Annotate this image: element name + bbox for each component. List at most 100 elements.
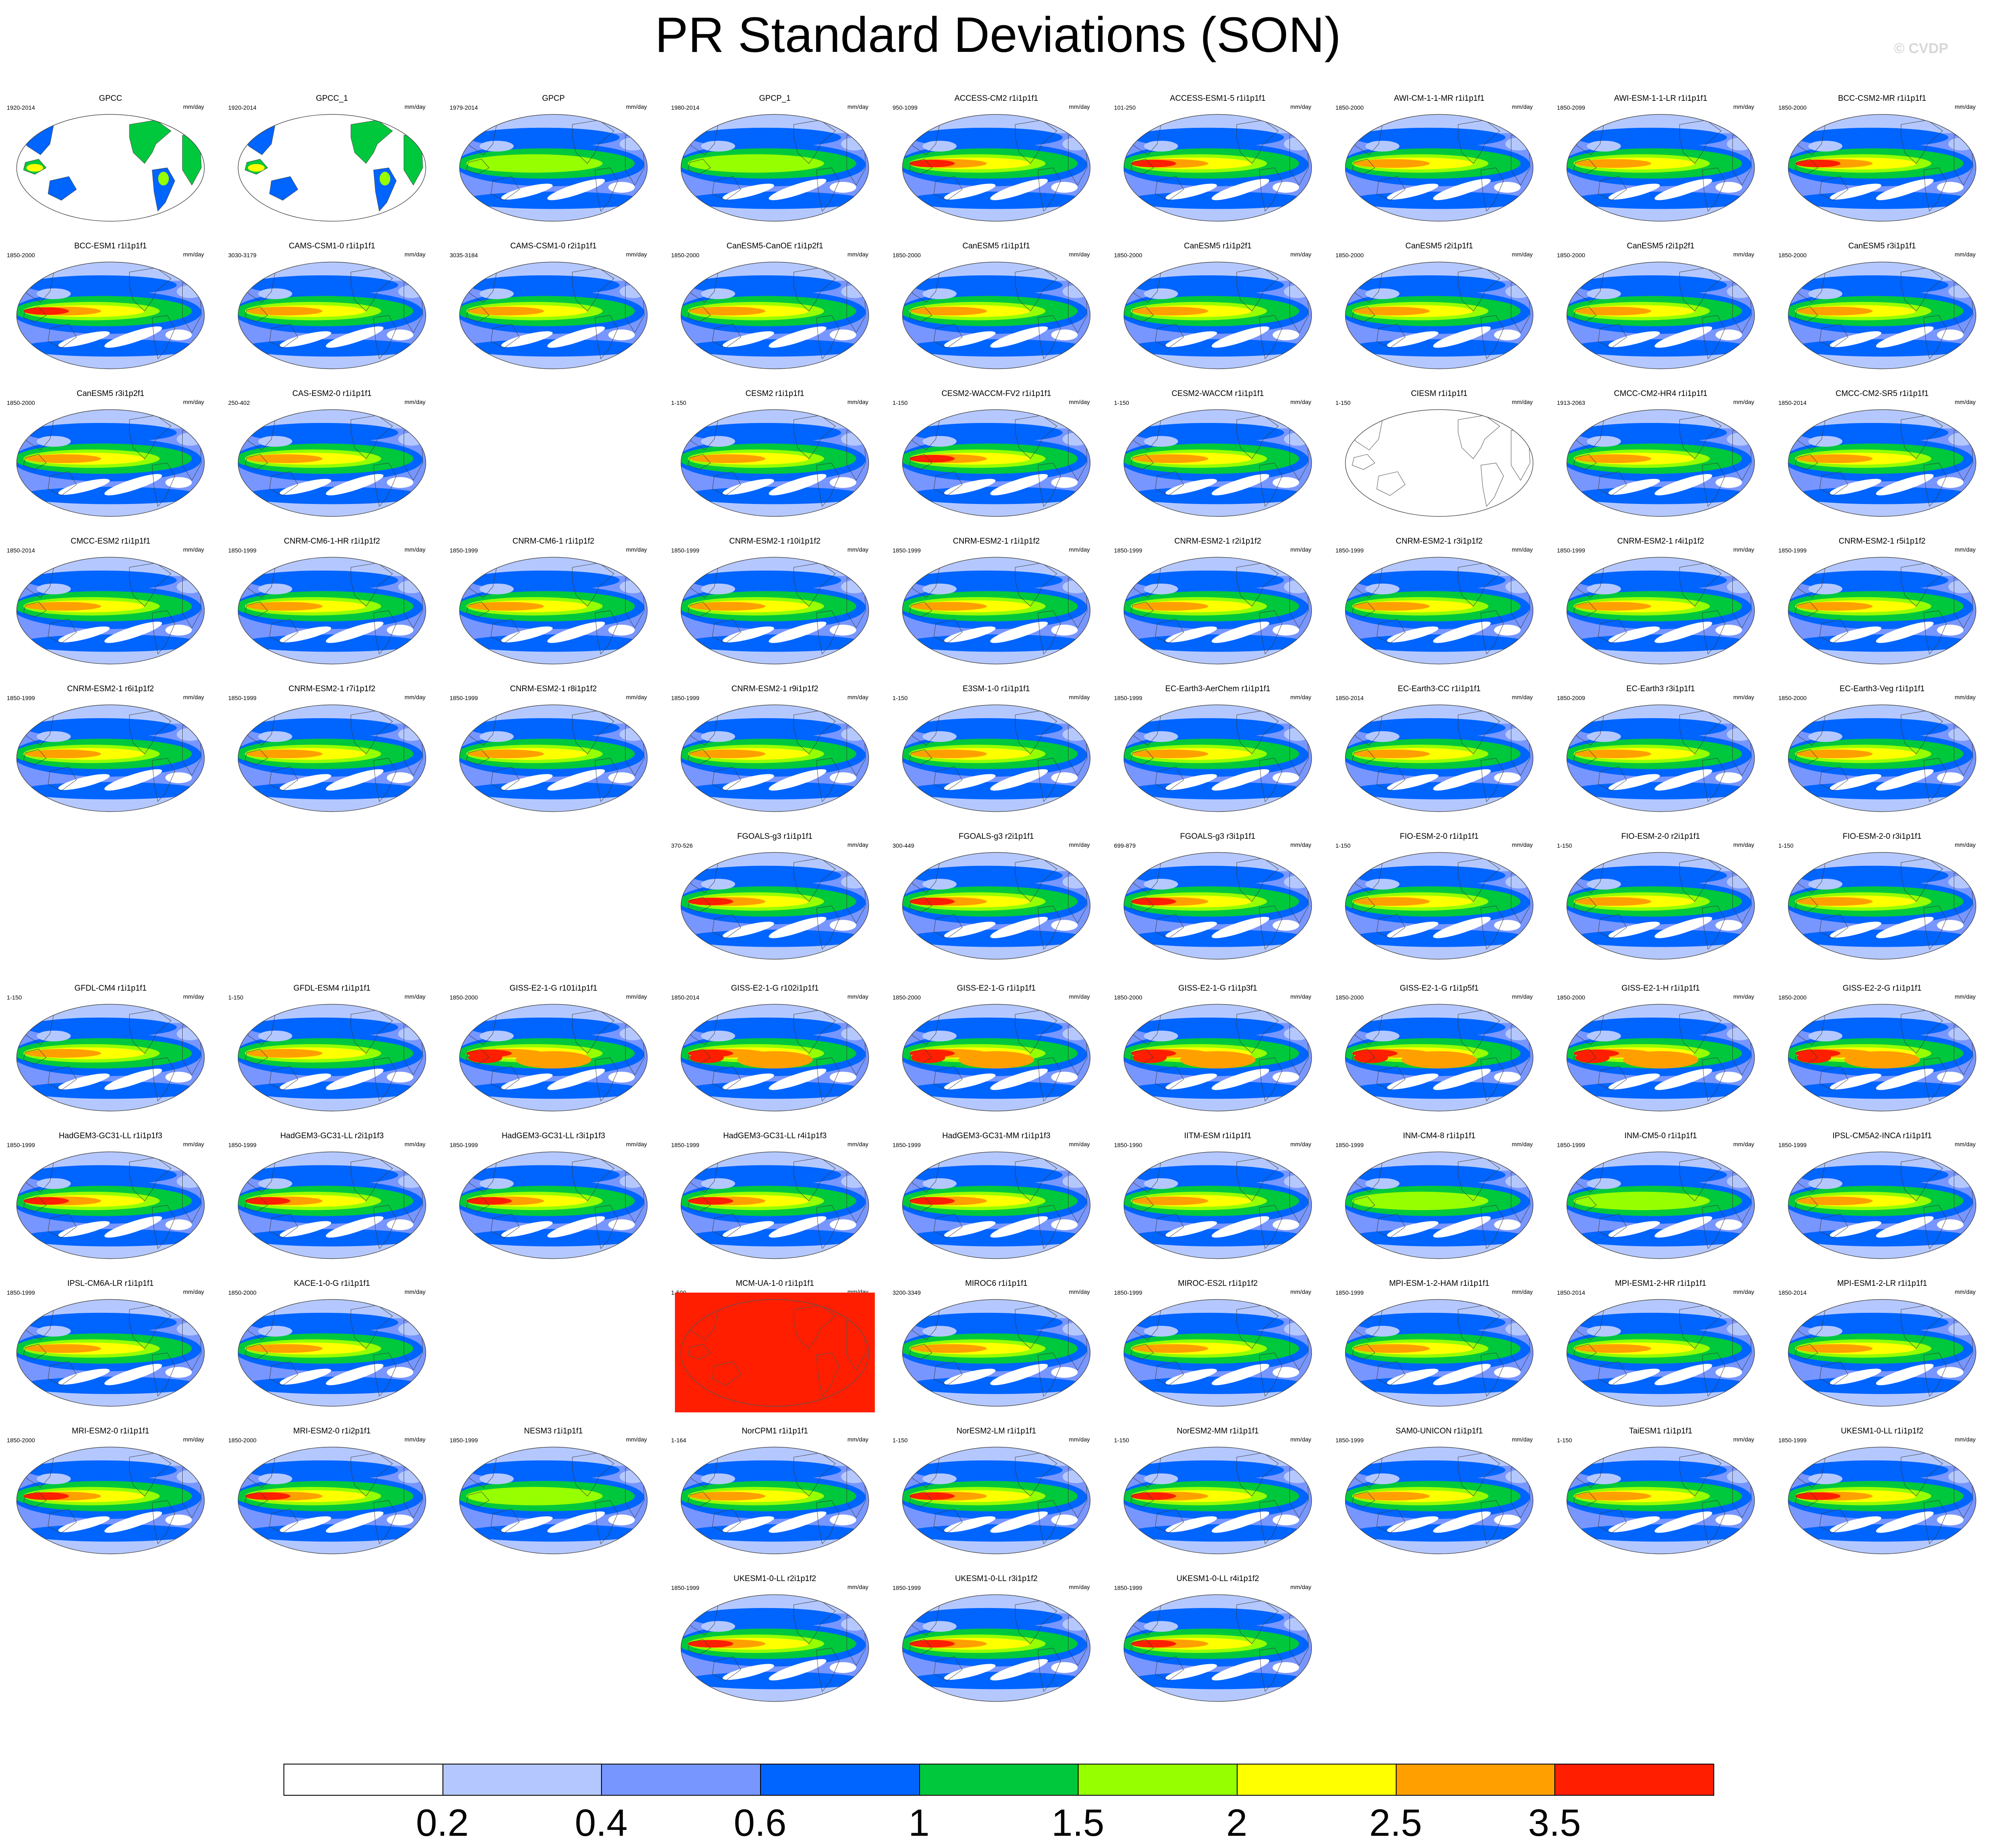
panel-units: mm/day [1955,1288,1976,1295]
map-panel: ACCESS-CM2 r1i1p1f1 950-1099 mm/day [886,91,1107,230]
world-map [237,557,426,665]
panel-years: 1850-2000 [7,399,35,406]
panel-units: mm/day [405,399,426,405]
panel-units: mm/day [1290,694,1311,700]
panel-title: NESM3 r1i1p1f1 [524,1427,583,1436]
panel-years: 1920-2014 [228,104,256,111]
panel-title: CNRM-ESM2-1 r7i1p1f2 [289,684,375,693]
panel-years: 1850-1999 [228,1142,256,1148]
world-map [16,1447,205,1554]
panel-units: mm/day [847,1436,869,1443]
colorbar-tick-label: 1 [908,1802,930,1844]
panel-years: 1850-2000 [7,1437,35,1444]
colorbar-swatch [1554,1764,1714,1796]
panel-units: mm/day [1512,694,1533,700]
world-map [1566,1299,1755,1407]
panel-units: mm/day [1955,694,1976,700]
panel-units: mm/day [1733,1436,1754,1443]
panel-title: CanESM5 r3i1p2f1 [76,389,145,398]
panel-years: 1850-1999 [1778,1142,1807,1148]
map-panel: GISS-E2-2-G r1i1p1f1 1850-2000 mm/day [1772,981,1993,1120]
panel-years: 1850-2000 [1778,695,1807,701]
panel-title: HadGEM3-GC31-LL r2i1p1f3 [280,1131,384,1140]
panel-units: mm/day [1290,993,1311,1000]
panel-title: GPCP_1 [759,94,791,103]
world-map [902,1004,1091,1112]
map-panel: CNRM-CM6-1-HR r1i1p1f2 1850-1999 mm/day [221,533,442,673]
map-panel: GISS-E2-1-G r102i1p1f1 1850-2014 mm/day [664,981,885,1120]
panel-years: 1850-1999 [228,547,256,554]
panel-title: GISS-E2-1-G r101i1p1f1 [509,984,598,993]
panel-title: CNRM-ESM2-1 r1i1p1f2 [953,537,1040,546]
map-panel: CMCC-CM2-SR5 r1i1p1f1 1850-2014 mm/day [1772,386,1993,525]
map-panel: FGOALS-g3 r1i1p1f1 370-526 mm/day [664,829,885,968]
map-panel: IPSL-CM6A-LR r1i1p1f1 1850-1999 mm/day [0,1276,221,1415]
world-map [1788,852,1977,960]
map-panel: INM-CM4-8 r1i1p1f1 1850-1999 mm/day [1329,1128,1550,1267]
world-map [1566,1151,1755,1259]
panel-units: mm/day [1955,993,1976,1000]
panel-units: mm/day [183,1288,204,1295]
panel-years: 1850-1999 [1335,1142,1364,1148]
panel-units: mm/day [183,399,204,405]
panel-years: 1850-2000 [1114,252,1142,259]
panel-years: 1850-1999 [1335,547,1364,554]
panel-title: IITM-ESM r1i1p1f1 [1184,1131,1252,1140]
world-map [459,704,648,812]
map-panel: CanESM5 r2i1p2f1 1850-2000 mm/day [1550,238,1771,377]
map-panel: CNRM-ESM2-1 r7i1p1f2 1850-1999 mm/day [221,681,442,820]
colorbar-tick-label: 2.5 [1369,1802,1422,1844]
colorbar-swatch [442,1764,602,1796]
world-map [237,261,426,369]
map-panel: UKESM1-0-LL r1i1p1f2 1850-1999 mm/day [1772,1423,1993,1562]
map-panel: CNRM-ESM2-1 r5i1p1f2 1850-1999 mm/day [1772,533,1993,673]
map-panel: KACE-1-0-G r1i1p1f1 1850-2000 mm/day [221,1276,442,1415]
panel-units: mm/day [405,1436,426,1443]
map-panel: IITM-ESM r1i1p1f1 1850-1990 mm/day [1107,1128,1328,1267]
world-map [902,1299,1091,1407]
panel-units: mm/day [1290,1288,1311,1295]
panel-title: HadGEM3-GC31-MM r1i1p1f3 [942,1131,1051,1140]
panel-years: 1-150 [893,695,908,701]
map-panel: CNRM-ESM2-1 r8i1p1f2 1850-1999 mm/day [443,681,664,820]
panel-title: FIO-ESM-2-0 r3i1p1f1 [1842,832,1922,841]
map-panel: MRI-ESM2-0 r1i2p1f1 1850-2000 mm/day [221,1423,442,1562]
panel-units: mm/day [1955,841,1976,848]
panel-years: 1-150 [1114,1437,1129,1444]
panel-units: mm/day [1733,1288,1754,1295]
panel-units: mm/day [1290,546,1311,553]
map-panel: GISS-E2-1-H r1i1p1f1 1850-2000 mm/day [1550,981,1771,1120]
map-panel: CanESM5-CanOE r1i1p2f1 1850-2000 mm/day [664,238,885,377]
panel-units: mm/day [1955,1436,1976,1443]
panel-years: 1980-2014 [671,104,699,111]
panel-title: BCC-CSM2-MR r1i1p1f1 [1838,94,1926,103]
panel-years: 1979-2014 [450,104,478,111]
world-map [237,704,426,812]
panel-units: mm/day [1512,1436,1533,1443]
panel-units: mm/day [1069,1436,1090,1443]
map-panel: FIO-ESM-2-0 r1i1p1f1 1-150 mm/day [1329,829,1550,968]
colorbar-swatch [283,1764,443,1796]
map-panel: GPCP 1979-2014 mm/day [443,91,664,230]
panel-units: mm/day [1290,1141,1311,1148]
world-map [902,261,1091,369]
world-map [1788,1004,1977,1112]
panel-years: 1850-2000 [228,1289,256,1296]
panel-units: mm/day [1290,1584,1311,1590]
world-map [680,261,869,369]
map-panel: UKESM1-0-LL r4i1p1f2 1850-1999 mm/day [1107,1571,1328,1710]
panel-units: mm/day [183,694,204,700]
panel-title: GISS-E2-1-H r1i1p1f1 [1621,984,1700,993]
panel-years: 300-449 [893,842,914,849]
world-map [16,261,205,369]
panel-units: mm/day [405,546,426,553]
panel-title: CanESM5 r2i1p2f1 [1626,242,1695,251]
panel-title: CNRM-ESM2-1 r10i1p1f2 [729,537,821,546]
map-panel: UKESM1-0-LL r3i1p1f2 1850-1999 mm/day [886,1571,1107,1710]
colorbar-tick-label: 1.5 [1051,1802,1104,1844]
panel-units: mm/day [847,103,869,110]
world-map [1345,1447,1534,1554]
panel-title: ACCESS-CM2 r1i1p1f1 [954,94,1038,103]
panel-units: mm/day [847,546,869,553]
panel-years: 1850-1999 [1335,1289,1364,1296]
